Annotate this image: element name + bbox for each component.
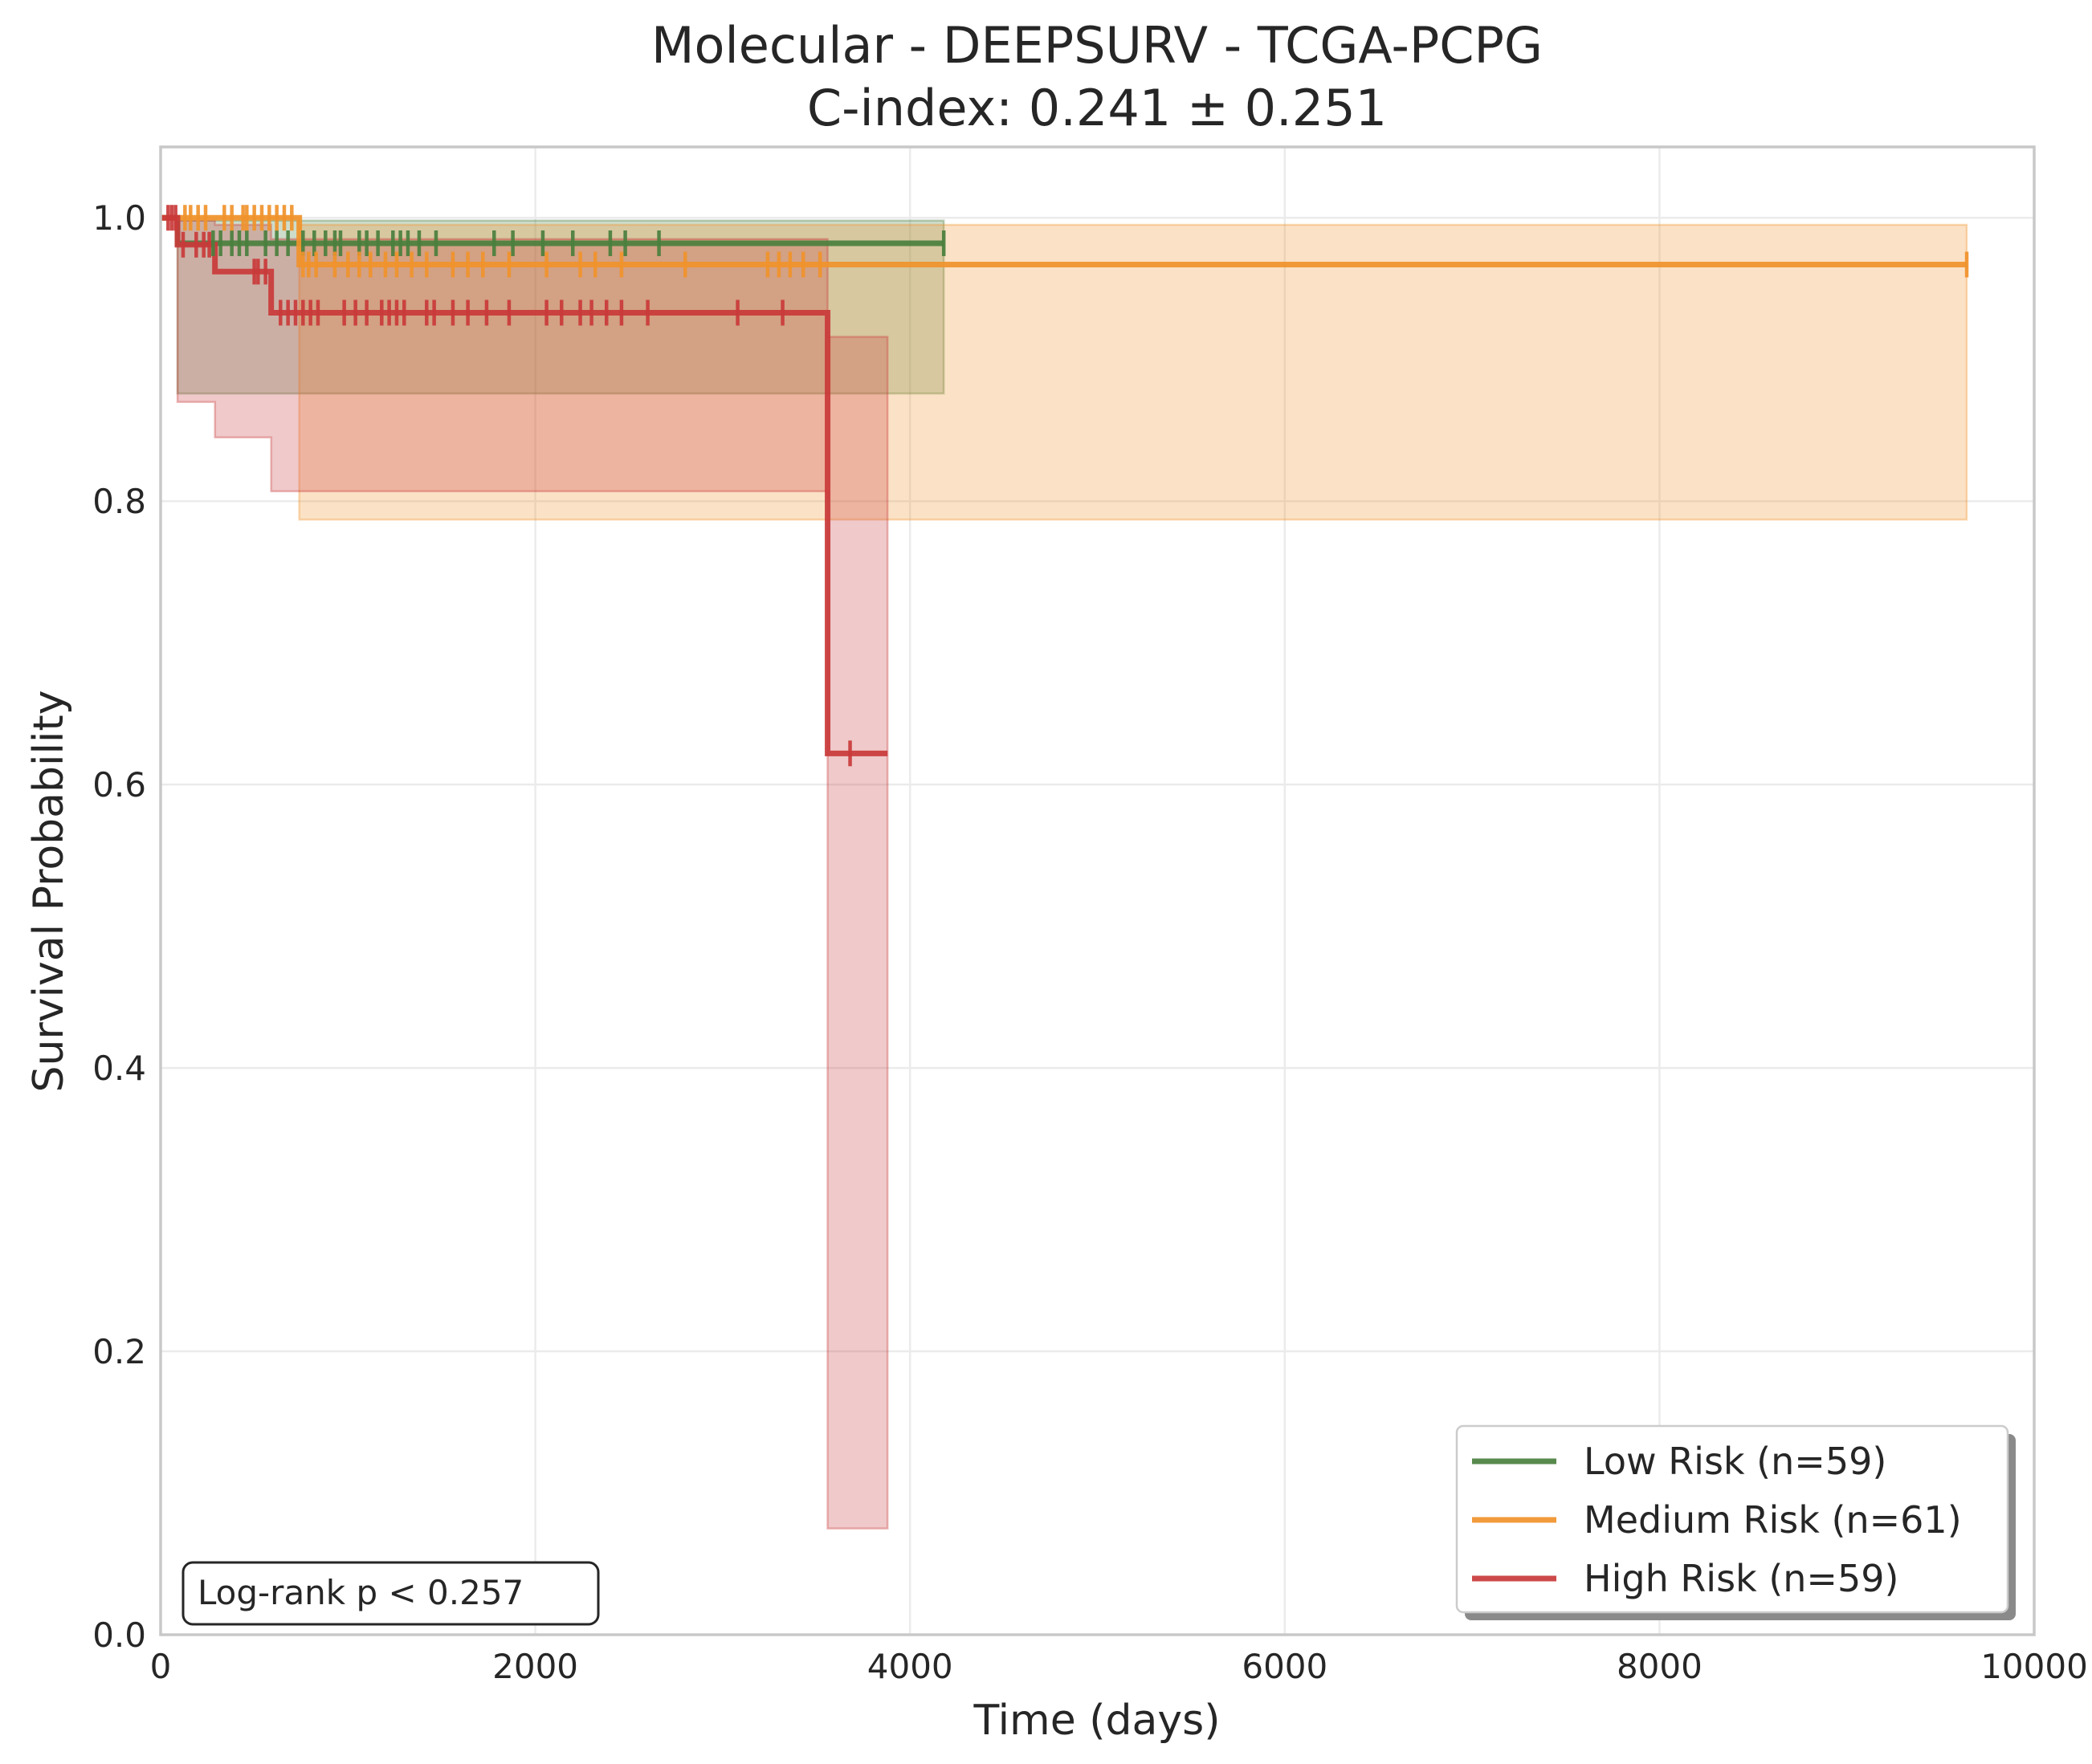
y-tick-label: 0.6	[92, 765, 146, 805]
ci-band	[161, 216, 889, 1530]
y-tick-label: 0.8	[92, 482, 146, 521]
x-tick-label: 4000	[867, 1647, 953, 1686]
confidence-bands	[161, 216, 1968, 1530]
y-axis-label: Survival Probability	[25, 690, 73, 1092]
y-tick-label: 0.0	[92, 1615, 146, 1655]
legend-label: Medium Risk (n=61)	[1584, 1498, 1962, 1542]
plot-frame	[159, 145, 2036, 1636]
y-tick-label: 1.0	[92, 198, 146, 238]
legend-box	[1455, 1424, 2009, 1614]
x-tick-label: 10000	[1980, 1647, 2088, 1686]
x-tick-label: 6000	[1242, 1647, 1327, 1686]
censor-marks	[166, 205, 1969, 767]
survival-line	[161, 214, 1968, 267]
legend-label: High Risk (n=59)	[1584, 1557, 1898, 1600]
chart-subtitle: C-index: 0.241 ± 0.251	[807, 79, 1387, 137]
x-tick-label: 8000	[1617, 1647, 1703, 1686]
annotation-text: Log-rank p < 0.257	[198, 1573, 524, 1612]
y-tick-label: 0.2	[92, 1332, 146, 1371]
tick-labels: 0 2000 4000 6000 8000 10000 0.0 0.2 0.4 0.6 0.8 1.0	[92, 198, 2088, 1686]
legend-label: Low Risk (n=59)	[1584, 1440, 1886, 1483]
chart-title: Molecular - DEEPSURV - TCGA-PCPG	[651, 16, 1543, 75]
grid-layer	[159, 147, 2036, 1636]
x-axis-label: Time (days)	[973, 1697, 1220, 1745]
legend-items: Low Risk (n=59) Medium Risk (n=61) High Ri…	[1472, 1440, 1962, 1600]
x-tick-label: 0	[150, 1647, 172, 1686]
x-tick-label: 2000	[492, 1647, 578, 1686]
survival-line	[161, 214, 888, 756]
y-tick-label: 0.4	[92, 1049, 146, 1088]
legend: Low Risk (n=59) Medium Risk (n=61) High Ri…	[1455, 1424, 2016, 1620]
logrank-annotation: Log-rank p < 0.257	[181, 1561, 600, 1626]
annotation-box	[181, 1561, 600, 1626]
